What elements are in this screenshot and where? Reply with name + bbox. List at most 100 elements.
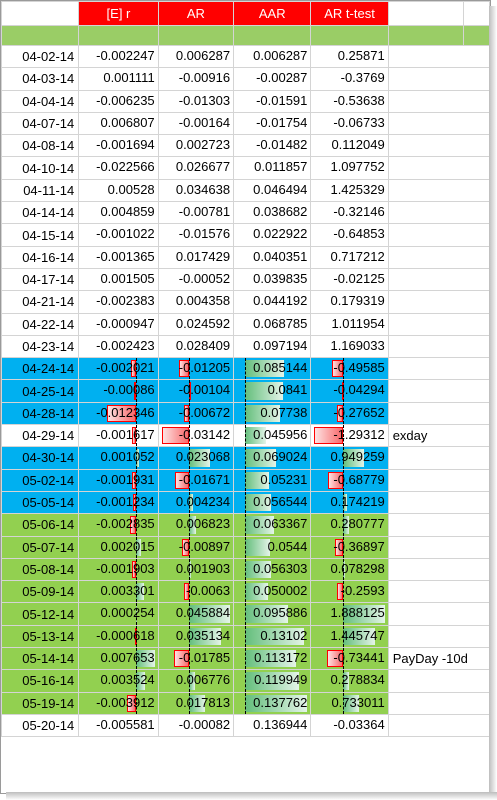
green-band-cell[interactable] <box>233 25 312 46</box>
ar-cell[interactable]: 0.023068 <box>157 446 235 470</box>
date-cell[interactable]: 04-14-14 <box>1 201 80 225</box>
date-cell[interactable]: 05-20-14 <box>1 713 80 738</box>
ar-cell[interactable]: 0.024592 <box>157 312 235 336</box>
aar-cell[interactable]: 0.063367 <box>233 513 312 537</box>
date-cell[interactable]: 05-13-14 <box>1 624 80 649</box>
aar-cell[interactable]: 0.044192 <box>233 290 312 314</box>
er-cell[interactable]: -0.000947 <box>78 312 159 336</box>
note-cell[interactable] <box>387 89 490 113</box>
tt-cell[interactable]: -0.3769 <box>310 67 389 91</box>
tt-cell[interactable]: 0.733011 <box>310 691 389 715</box>
date-cell[interactable]: 05-05-14 <box>1 490 80 515</box>
date-cell[interactable]: 05-16-14 <box>1 669 80 693</box>
tt-cell[interactable]: 0.174219 <box>310 490 389 515</box>
tt-cell[interactable]: 0.25871 <box>310 44 389 69</box>
date-cell[interactable]: 04-29-14 <box>1 424 80 448</box>
tt-cell[interactable]: 1.011954 <box>310 312 389 336</box>
tt-cell[interactable]: -0.53638 <box>310 89 389 113</box>
date-cell[interactable]: 05-09-14 <box>1 580 80 604</box>
ar-cell[interactable]: -0.0063 <box>157 580 235 604</box>
er-cell[interactable]: -0.002383 <box>78 290 159 314</box>
aar-cell[interactable]: -0.00287 <box>233 67 312 91</box>
note-cell[interactable] <box>387 557 490 582</box>
aar-cell[interactable]: 0.0841 <box>233 379 312 403</box>
tt-cell[interactable]: 0.717212 <box>310 245 389 269</box>
er-cell[interactable]: 0.00528 <box>78 178 159 203</box>
tt-cell[interactable]: 0.949259 <box>310 446 389 470</box>
aar-cell[interactable]: 0.119949 <box>233 669 312 693</box>
date-cell[interactable]: 04-21-14 <box>1 290 80 314</box>
tt-cell[interactable]: 0.280777 <box>310 513 389 537</box>
er-cell[interactable]: -0.000618 <box>78 624 159 649</box>
note-cell[interactable]: PayDay -10d <box>387 647 490 671</box>
date-cell[interactable]: 04-02-14 <box>1 44 80 69</box>
aar-cell[interactable]: -0.01591 <box>233 89 312 113</box>
er-cell[interactable]: -0.002835 <box>78 513 159 537</box>
aar-cell[interactable]: 0.068785 <box>233 312 312 336</box>
header-aar[interactable]: AAR <box>233 1 312 26</box>
aar-cell[interactable]: 0.07738 <box>233 401 312 426</box>
ar-cell[interactable]: -0.01303 <box>157 89 235 113</box>
ar-cell[interactable]: 0.004358 <box>157 290 235 314</box>
note-cell[interactable] <box>387 513 490 537</box>
header-blank-cell[interactable] <box>387 1 465 26</box>
note-cell[interactable] <box>387 67 490 91</box>
note-cell[interactable] <box>387 334 490 359</box>
note-cell[interactable] <box>387 535 490 559</box>
er-cell[interactable]: -0.022566 <box>78 156 159 180</box>
ar-cell[interactable]: 0.017429 <box>157 245 235 269</box>
header-er[interactable]: [E] r <box>78 1 159 26</box>
aar-cell[interactable]: 0.13102 <box>233 624 312 649</box>
aar-cell[interactable]: -0.01754 <box>233 111 312 136</box>
ar-cell[interactable]: -0.01671 <box>157 468 235 492</box>
note-cell[interactable] <box>387 290 490 314</box>
date-cell[interactable]: 04-04-14 <box>1 89 80 113</box>
aar-cell[interactable]: 0.039835 <box>233 267 312 292</box>
header-ar-ttest[interactable]: AR t-test <box>310 1 389 26</box>
aar-cell[interactable]: 0.136944 <box>233 713 312 738</box>
er-cell[interactable]: -0.001022 <box>78 223 159 247</box>
ar-cell[interactable]: -0.00052 <box>157 267 235 292</box>
aar-cell[interactable]: 0.095886 <box>233 602 312 626</box>
tt-cell[interactable]: -0.2593 <box>310 580 389 604</box>
ar-cell[interactable]: 0.035134 <box>157 624 235 649</box>
date-cell[interactable]: 05-12-14 <box>1 602 80 626</box>
tt-cell[interactable]: -0.49585 <box>310 357 389 381</box>
tt-cell[interactable]: -0.02125 <box>310 267 389 292</box>
note-cell[interactable] <box>387 312 490 336</box>
ar-cell[interactable]: 0.006776 <box>157 669 235 693</box>
er-cell[interactable]: 0.000254 <box>78 602 159 626</box>
tt-cell[interactable]: 1.169033 <box>310 334 389 359</box>
note-cell[interactable] <box>387 178 490 203</box>
er-cell[interactable]: -0.005581 <box>78 713 159 738</box>
er-cell[interactable]: -0.001694 <box>78 134 159 158</box>
ar-cell[interactable]: -0.03142 <box>157 424 235 448</box>
er-cell[interactable]: -0.003912 <box>78 691 159 715</box>
er-cell[interactable]: 0.007653 <box>78 647 159 671</box>
tt-cell[interactable]: -0.04294 <box>310 379 389 403</box>
note-cell[interactable] <box>387 201 490 225</box>
date-cell[interactable]: 05-19-14 <box>1 691 80 715</box>
tt-cell[interactable]: 1.097752 <box>310 156 389 180</box>
tt-cell[interactable]: -0.36897 <box>310 535 389 559</box>
note-cell[interactable] <box>387 156 490 180</box>
ar-cell[interactable]: 0.028409 <box>157 334 235 359</box>
green-band-cell[interactable] <box>310 25 389 46</box>
date-cell[interactable]: 04-23-14 <box>1 334 80 359</box>
tt-cell[interactable]: -0.03364 <box>310 713 389 738</box>
ar-cell[interactable]: 0.006287 <box>157 44 235 69</box>
aar-cell[interactable]: 0.022922 <box>233 223 312 247</box>
tt-cell[interactable]: -0.73441 <box>310 647 389 671</box>
tt-cell[interactable]: 0.112049 <box>310 134 389 158</box>
date-cell[interactable]: 04-17-14 <box>1 267 80 292</box>
er-cell[interactable]: -0.002423 <box>78 334 159 359</box>
ar-cell[interactable]: 0.002723 <box>157 134 235 158</box>
date-cell[interactable]: 04-28-14 <box>1 401 80 426</box>
ar-cell[interactable]: 0.006823 <box>157 513 235 537</box>
tt-cell[interactable]: 1.888125 <box>310 602 389 626</box>
date-cell[interactable]: 05-14-14 <box>1 647 80 671</box>
ar-cell[interactable]: -0.01205 <box>157 357 235 381</box>
note-cell[interactable] <box>387 669 490 693</box>
note-cell[interactable] <box>387 468 490 492</box>
green-band-cell[interactable] <box>463 25 490 46</box>
